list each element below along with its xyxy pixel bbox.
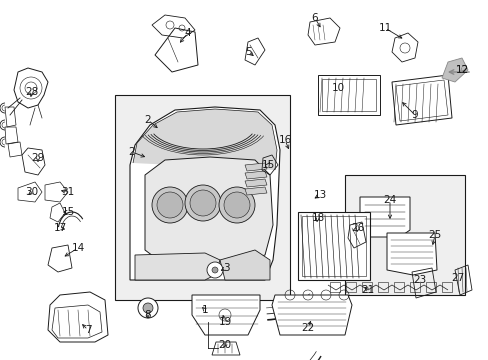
Bar [302, 216, 365, 276]
Bar [409, 282, 419, 292]
Text: 26: 26 [351, 223, 364, 233]
Polygon shape [244, 163, 266, 171]
Text: 30: 30 [25, 187, 39, 197]
Circle shape [212, 267, 218, 273]
Bar [329, 282, 339, 292]
Text: 21: 21 [361, 285, 374, 295]
Text: 2: 2 [128, 147, 135, 157]
Circle shape [152, 187, 187, 223]
Text: 23: 23 [412, 275, 426, 285]
Polygon shape [441, 58, 467, 82]
Bar [377, 282, 387, 292]
Polygon shape [220, 250, 269, 280]
Polygon shape [192, 295, 260, 335]
Bar [361, 282, 371, 292]
Bar [393, 282, 403, 292]
Text: 20: 20 [218, 340, 231, 350]
Bar [297, 212, 369, 280]
Text: 2: 2 [144, 115, 151, 125]
Text: 27: 27 [450, 273, 464, 283]
Polygon shape [244, 187, 266, 195]
Text: 10: 10 [331, 83, 344, 93]
Polygon shape [130, 107, 280, 280]
Text: 12: 12 [454, 65, 468, 75]
Bar [345, 175, 464, 295]
Text: 28: 28 [25, 87, 39, 97]
Circle shape [157, 192, 183, 218]
Bar [425, 282, 435, 292]
Text: 29: 29 [31, 153, 44, 163]
Text: 9: 9 [411, 110, 417, 120]
Text: 13: 13 [313, 190, 326, 200]
Polygon shape [133, 109, 276, 170]
Circle shape [206, 262, 223, 278]
Text: 7: 7 [84, 325, 91, 335]
Text: 11: 11 [378, 23, 391, 33]
Circle shape [184, 185, 221, 221]
Polygon shape [244, 171, 266, 179]
Text: 16: 16 [278, 135, 291, 145]
Polygon shape [391, 75, 451, 125]
Text: 12: 12 [454, 65, 468, 75]
Bar [441, 282, 451, 292]
Circle shape [219, 187, 254, 223]
Text: 3: 3 [222, 263, 229, 273]
Bar [317, 75, 379, 115]
Text: 6: 6 [311, 13, 318, 23]
Text: 14: 14 [71, 243, 84, 253]
Polygon shape [359, 197, 409, 237]
Polygon shape [212, 342, 240, 355]
Text: 24: 24 [383, 195, 396, 205]
Polygon shape [135, 253, 220, 280]
Text: 19: 19 [218, 317, 231, 327]
Text: 17: 17 [53, 223, 66, 233]
Text: 5: 5 [245, 47, 252, 57]
Text: 8: 8 [144, 310, 151, 320]
Polygon shape [386, 233, 436, 275]
Polygon shape [244, 179, 266, 187]
Text: 31: 31 [61, 187, 75, 197]
Text: 15: 15 [61, 207, 75, 217]
Circle shape [224, 192, 249, 218]
Text: 22: 22 [301, 323, 314, 333]
Polygon shape [271, 295, 351, 335]
Bar [115, 95, 289, 300]
Bar [346, 282, 355, 292]
Bar [321, 79, 375, 111]
Text: 4: 4 [184, 28, 191, 38]
Circle shape [142, 303, 153, 313]
Polygon shape [145, 157, 272, 265]
Circle shape [190, 190, 216, 216]
Text: 15: 15 [261, 160, 274, 170]
Text: 1: 1 [201, 305, 208, 315]
Text: 25: 25 [427, 230, 441, 240]
Circle shape [138, 298, 158, 318]
Text: 18: 18 [311, 213, 324, 223]
